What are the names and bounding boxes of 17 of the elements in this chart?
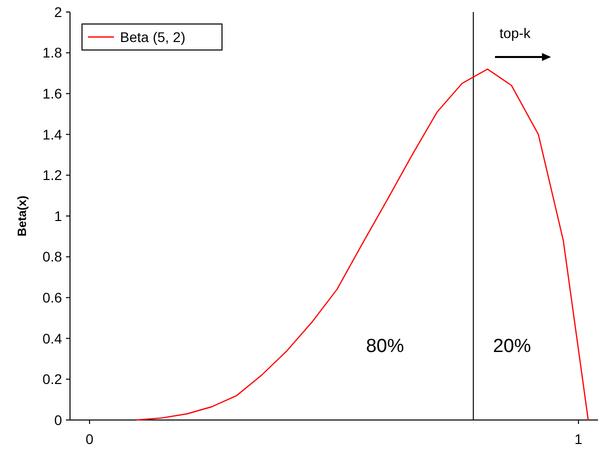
y-tick-label: 0.6 bbox=[42, 290, 62, 306]
y-tick-label: 0.4 bbox=[42, 330, 62, 346]
y-tick-label: 0.2 bbox=[42, 371, 62, 388]
y-tick-label: 0.8 bbox=[42, 248, 62, 265]
y-tick-label: 0 bbox=[54, 412, 62, 428]
y-tick-label: 1.8 bbox=[42, 44, 62, 61]
annotation: 80% bbox=[366, 336, 404, 357]
annotation: top-k bbox=[499, 25, 532, 41]
y-tick-label: 2 bbox=[54, 4, 62, 20]
y-tick-label: 1.6 bbox=[42, 86, 62, 102]
y-axis-title: Beta(x) bbox=[15, 196, 29, 236]
annotation: 20% bbox=[492, 336, 532, 357]
line-series bbox=[136, 68, 589, 421]
y-tick-label: 1.2 bbox=[42, 167, 62, 184]
legend-label: Beta (5, 2) bbox=[120, 28, 186, 45]
y-tick-label: 1 bbox=[54, 208, 62, 224]
y-tick-label: 1.4 bbox=[42, 126, 62, 142]
